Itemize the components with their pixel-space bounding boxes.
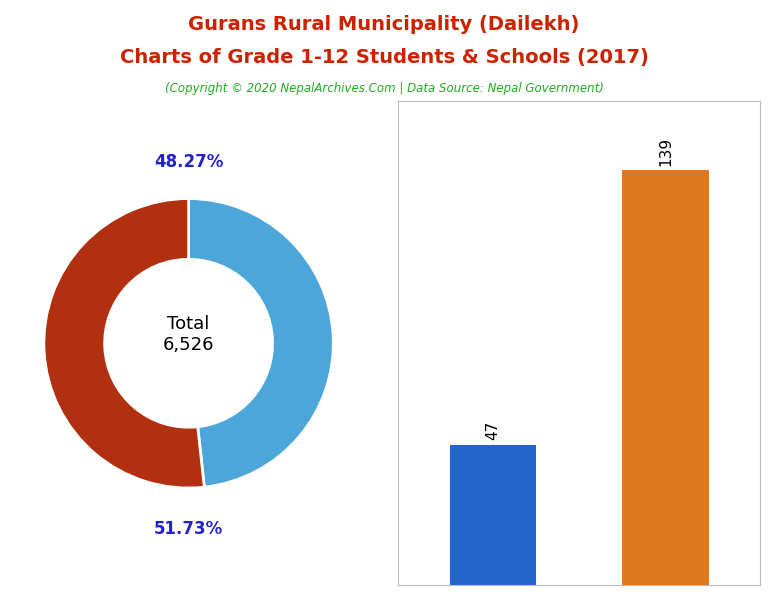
Text: 139: 139 [658,137,673,165]
Bar [450,445,536,585]
Text: Charts of Grade 1-12 Students & Schools (2017): Charts of Grade 1-12 Students & Schools … [120,48,648,67]
Text: Gurans Rural Municipality (Dailekh): Gurans Rural Municipality (Dailekh) [188,15,580,34]
Text: 48.27%: 48.27% [154,153,223,171]
Wedge shape [189,199,333,487]
Text: 51.73%: 51.73% [154,519,223,537]
Text: 47: 47 [485,421,501,441]
Text: (Copyright © 2020 NepalArchives.Com | Data Source: Nepal Government): (Copyright © 2020 NepalArchives.Com | Da… [164,82,604,96]
Bar [623,170,709,585]
Wedge shape [44,199,204,488]
Text: Total
6,526: Total 6,526 [163,315,214,354]
